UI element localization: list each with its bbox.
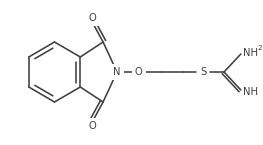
Text: NH: NH [243,48,258,58]
Text: 2: 2 [258,45,262,51]
Text: N: N [113,67,121,77]
Text: O: O [88,121,96,131]
Text: NH: NH [243,87,258,97]
Text: S: S [200,67,206,77]
Text: O: O [88,13,96,23]
Text: O: O [135,67,143,77]
